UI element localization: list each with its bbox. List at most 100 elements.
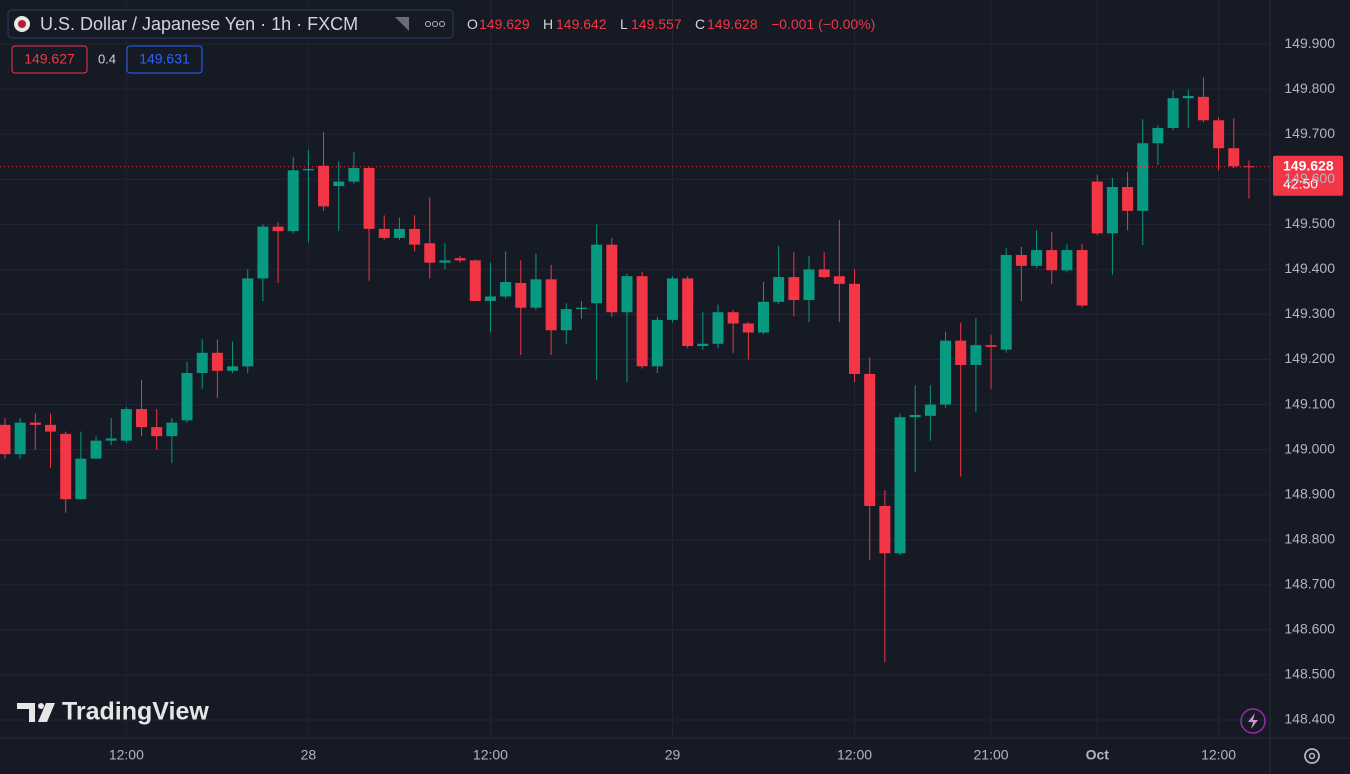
candle-body bbox=[515, 282, 527, 308]
candle-body bbox=[909, 414, 921, 418]
countdown: 42:50 bbox=[1283, 175, 1318, 191]
bid: 149.627 bbox=[24, 51, 75, 67]
candles bbox=[0, 77, 1255, 663]
y-tick-label: 149.900 bbox=[1284, 35, 1335, 51]
candle-body bbox=[666, 278, 678, 320]
candle-body bbox=[803, 269, 815, 301]
dot bbox=[425, 21, 431, 27]
candle-body bbox=[621, 276, 633, 313]
candle-body bbox=[1015, 255, 1027, 266]
branding: TradingView bbox=[62, 698, 209, 726]
candle-body bbox=[105, 438, 117, 441]
logo-mark bbox=[38, 703, 55, 722]
candle-body bbox=[1182, 95, 1194, 99]
candle-body bbox=[712, 312, 724, 344]
y-tick-label: 149.600 bbox=[1284, 170, 1335, 186]
candle-body bbox=[166, 422, 178, 437]
symbol-box[interactable] bbox=[7, 9, 454, 39]
candle-body bbox=[29, 422, 41, 425]
last-price-box bbox=[1273, 155, 1343, 196]
candle-body bbox=[697, 343, 709, 347]
candle-body bbox=[120, 409, 132, 441]
candle-body bbox=[348, 168, 360, 182]
candle-body bbox=[985, 345, 997, 347]
candle-body bbox=[1091, 181, 1103, 234]
dot bbox=[432, 21, 438, 27]
candle-body bbox=[14, 422, 26, 455]
candle-body bbox=[1076, 250, 1088, 306]
alert-button[interactable] bbox=[1240, 708, 1266, 734]
candle-body bbox=[894, 417, 906, 554]
y-tick-label: 149.500 bbox=[1284, 215, 1335, 231]
candle-body bbox=[818, 269, 830, 278]
candle-body bbox=[378, 228, 390, 238]
candle-body bbox=[363, 168, 375, 229]
candle-body bbox=[530, 279, 542, 308]
candle-body bbox=[242, 278, 254, 367]
candle-body bbox=[333, 181, 345, 187]
candle-body bbox=[1122, 186, 1134, 211]
logo-mark bbox=[17, 703, 35, 722]
candle-body bbox=[1046, 250, 1058, 271]
candle-body bbox=[1152, 127, 1164, 144]
candle-body bbox=[1213, 120, 1225, 149]
candle-body bbox=[287, 170, 299, 232]
ohlc-key: O bbox=[467, 16, 478, 32]
ohlc-value: 149.642 bbox=[556, 16, 607, 32]
y-tick-label: 148.500 bbox=[1284, 666, 1335, 682]
candle-body bbox=[1137, 143, 1149, 211]
candle-body bbox=[469, 260, 481, 301]
candle-body bbox=[788, 277, 800, 301]
candle-body bbox=[545, 279, 557, 331]
y-tick-label: 149.400 bbox=[1284, 260, 1335, 276]
settings-button[interactable] bbox=[1304, 748, 1320, 764]
candle-body bbox=[970, 345, 982, 365]
candle-body bbox=[636, 276, 648, 367]
candle-body bbox=[151, 427, 163, 437]
last-price-label: 149.628 bbox=[1283, 157, 1334, 173]
candle-body bbox=[651, 319, 663, 367]
ohlc-key: L bbox=[620, 16, 628, 32]
y-tick-label: 148.800 bbox=[1284, 530, 1335, 546]
more-button[interactable] bbox=[425, 21, 445, 27]
flag-icon bbox=[18, 20, 26, 28]
ohlc-legend: O 149.629 H 149.642 L 149.557 C 149.628 … bbox=[467, 16, 875, 32]
candle-body bbox=[849, 283, 861, 374]
y-tick-label: 149.000 bbox=[1284, 440, 1335, 456]
alert-icon bbox=[1248, 713, 1258, 729]
ask: 149.631 bbox=[139, 51, 190, 67]
ask-box[interactable] bbox=[126, 45, 203, 74]
candle-body bbox=[773, 277, 785, 302]
overlay: 149.628 42:50 bbox=[0, 155, 1343, 196]
candle-body bbox=[879, 505, 891, 554]
candle-body bbox=[90, 440, 102, 459]
candle-body bbox=[758, 301, 769, 333]
y-tick-label: 149.200 bbox=[1284, 350, 1335, 366]
candle-body bbox=[257, 226, 269, 279]
candle-body bbox=[1167, 98, 1179, 128]
symbol-title: U.S. Dollar / Japanese Yen · 1h · FXCM bbox=[40, 14, 358, 34]
ohlc-key: C bbox=[695, 16, 705, 32]
candle-body bbox=[1061, 250, 1073, 271]
ohlc-value: 149.557 bbox=[631, 16, 682, 32]
x-tick-label: 12:00 bbox=[109, 747, 144, 763]
settings-icon bbox=[1308, 752, 1316, 760]
y-tick-label: 148.400 bbox=[1284, 711, 1335, 727]
y-tick-label: 148.700 bbox=[1284, 576, 1335, 592]
flag-button[interactable] bbox=[395, 17, 409, 31]
candle-body bbox=[1228, 148, 1240, 167]
candle-body bbox=[409, 228, 421, 245]
x-tick-label: 28 bbox=[301, 747, 317, 763]
candle-body bbox=[940, 340, 952, 405]
candle-body bbox=[227, 366, 239, 371]
candle-body bbox=[211, 352, 223, 371]
y-tick-label: 148.900 bbox=[1284, 485, 1335, 501]
candle-body bbox=[1106, 186, 1118, 234]
bid-box[interactable] bbox=[11, 45, 88, 74]
y-tick-label: 149.100 bbox=[1284, 395, 1335, 411]
candle-body bbox=[742, 323, 754, 333]
candle-body bbox=[454, 258, 466, 261]
candle-body bbox=[60, 433, 72, 500]
candle-body bbox=[575, 307, 587, 310]
